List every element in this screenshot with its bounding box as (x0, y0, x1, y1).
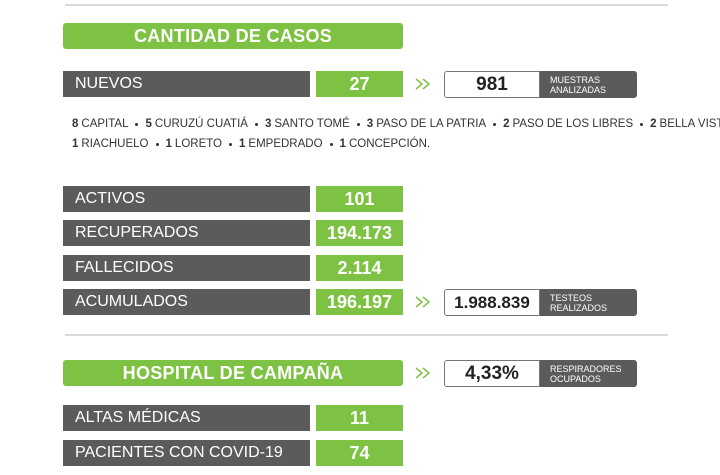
detail-count: 1 (339, 138, 346, 150)
detail-count: 2 (503, 118, 510, 130)
detail-count: 3 (366, 118, 374, 130)
detail-count: 1 (165, 138, 172, 150)
row-label: ALTAS MÉDICAS (63, 405, 310, 431)
bullet (229, 142, 232, 146)
row-value: 2.114 (316, 255, 403, 281)
row-label: PACIENTES CON COVID-19 (63, 440, 310, 466)
detail-place: LORETO (174, 138, 222, 150)
row-value: 11 (316, 405, 403, 431)
detail-line: 1 RIACHUELO 1 LORETO 1 EMPEDRADO 1 CONCEPCIÓN. (72, 136, 430, 152)
detail-place: PASO DE LOS LIBRES (512, 118, 634, 130)
row-label: NUEVOS (63, 71, 310, 97)
bullet (640, 122, 644, 126)
arrow-icon (415, 367, 431, 379)
arrow-icon (415, 78, 431, 90)
row-value: 101 (316, 186, 403, 212)
row-value: 27 (316, 71, 403, 97)
bullet (135, 122, 139, 126)
detail-count: 1 (72, 138, 79, 150)
section-title: HOSPITAL DE CAMPAÑA (63, 360, 403, 386)
stat-box: 981 (444, 71, 540, 98)
row-label: ACUMULADOS (63, 289, 310, 315)
bullet (493, 122, 497, 126)
row-label: RECUPERADOS (63, 220, 310, 246)
divider (65, 334, 668, 336)
stat-box: 4,33% (444, 360, 540, 387)
detail-place: CURUZÚ CUATIÁ (154, 118, 248, 130)
detail-place: CONCEPCIÓN. (348, 138, 431, 150)
stat-caption: TESTEOS REALIZADOS (540, 289, 637, 316)
divider (65, 4, 668, 6)
bullet (356, 122, 360, 126)
bullet (254, 122, 258, 126)
stat-caption: RESPIRADORES OCUPADOS (540, 360, 637, 387)
detail-line: 8 CAPITAL 5 CURUZÚ CUATIÁ 3 SANTO TOMÉ 3 PASO D… (72, 116, 720, 132)
row-value: 196.197 (316, 289, 403, 315)
arrow-icon (415, 296, 431, 308)
detail-place: BELLA VISTA (659, 118, 720, 130)
detail-place: EMPEDRADO (248, 138, 323, 150)
row-value: 74 (316, 440, 403, 466)
row-label: ACTIVOS (63, 186, 310, 212)
detail-place: PASO DE LA PATRIA (376, 118, 487, 130)
bullet (329, 142, 333, 146)
detail-count: 2 (650, 118, 657, 130)
stat-caption: MUESTRAS ANALIZADAS (540, 71, 637, 98)
detail-place: CAPITAL (81, 118, 129, 130)
detail-count: 1 (239, 138, 246, 150)
stat-box: 1.988.839 (444, 289, 540, 316)
section-title: CANTIDAD DE CASOS (63, 23, 403, 49)
row-label: FALLECIDOS (63, 255, 310, 281)
detail-count: 8 (72, 118, 79, 130)
detail-count: 3 (264, 118, 272, 130)
detail-place: RIACHUELO (81, 138, 149, 150)
row-value: 194.173 (316, 220, 403, 246)
detail-count: 5 (145, 118, 152, 130)
bullet (155, 142, 159, 146)
detail-place: SANTO TOMÉ (274, 118, 350, 130)
